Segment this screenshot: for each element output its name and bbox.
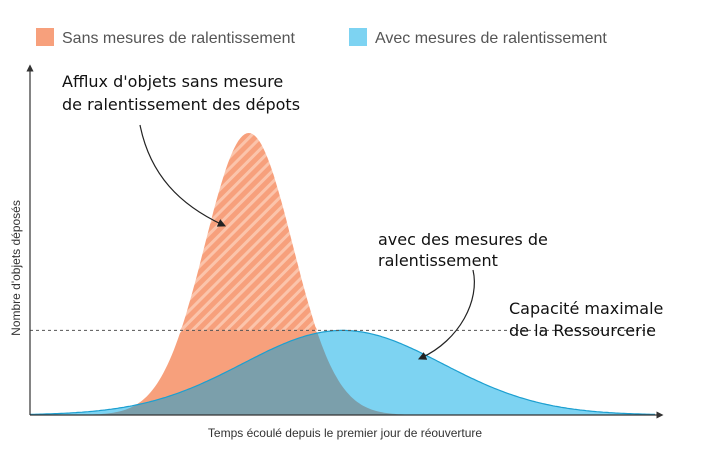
- annotation-avec-line2: ralentissement: [378, 251, 498, 270]
- annotation-afflux-line1: Afflux d'objets sans mesure: [62, 72, 283, 91]
- annotation-afflux-arrow: [139, 124, 227, 227]
- legend-swatch-avec: [349, 28, 367, 46]
- annotation-avec-arrow: [417, 269, 475, 360]
- capacity-label-line2: de la Ressourcerie: [509, 321, 656, 340]
- y-axis-label: Nombre d'objets déposés: [9, 200, 23, 336]
- legend-swatch-sans: [36, 28, 54, 46]
- legend-label-avec: Avec mesures de ralentissement: [375, 30, 607, 47]
- x-axis-label: Temps écoulé depuis le premier jour de r…: [208, 426, 482, 440]
- annotation-avec-line1: avec des mesures de: [378, 230, 548, 249]
- area-overlap: [30, 333, 655, 415]
- annotation-afflux-line2: de ralentissement des dépots: [62, 95, 300, 114]
- legend-label-sans: Sans mesures de ralentissement: [62, 30, 296, 47]
- capacity-label-line1: Capacité maximale: [509, 299, 663, 318]
